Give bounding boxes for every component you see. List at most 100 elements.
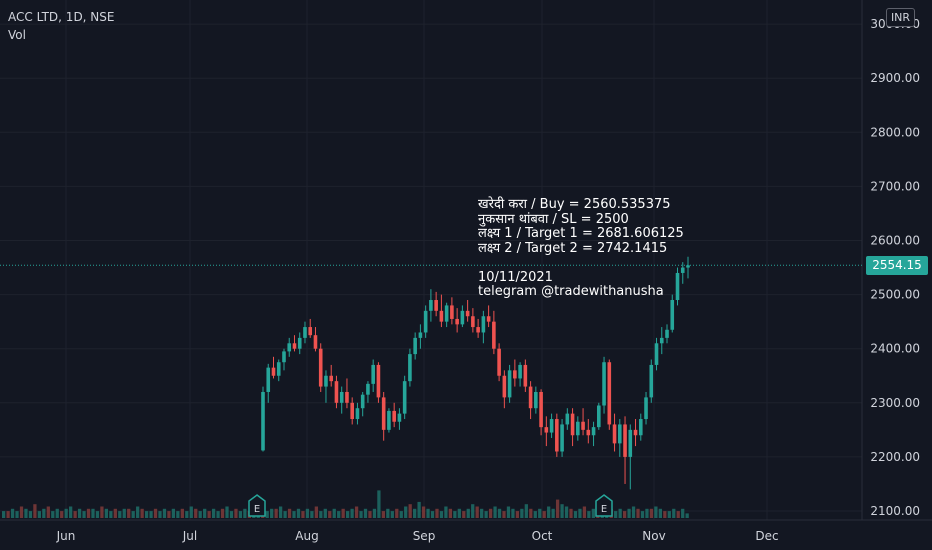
volume-bar: [109, 511, 113, 518]
volume-bar: [220, 508, 225, 518]
volume-bar: [73, 511, 77, 518]
candle-body: [371, 364, 375, 384]
volume-bar: [6, 511, 10, 518]
candle-body: [576, 421, 580, 436]
volume-bar: [542, 511, 546, 518]
volume-bar: [216, 511, 220, 518]
volume-bar: [69, 506, 73, 518]
annotation-line-sl: नुकसान थांबवा / SL = 2500: [478, 211, 629, 227]
volume-bar: [131, 511, 135, 518]
candle-body: [555, 419, 559, 452]
volume-bar: [524, 504, 528, 518]
currency-badge[interactable]: INR: [886, 8, 915, 27]
volume-bar: [435, 508, 439, 518]
candle-body: [476, 327, 480, 333]
volume-bar: [234, 508, 238, 518]
volume-bar: [529, 508, 533, 518]
volume-bar: [319, 511, 323, 518]
volume-bar: [466, 508, 470, 518]
volume-bar: [645, 508, 649, 518]
volume-bar: [28, 511, 33, 518]
candle-body: [329, 375, 334, 382]
volume-bar: [207, 511, 211, 518]
trade-annotation: खरेदी करा / Buy = 2560.535375 नुकसान थां…: [478, 197, 684, 300]
candle-body: [644, 397, 648, 420]
candle-body: [534, 391, 538, 409]
volume-bar: [475, 506, 479, 518]
volume-bar: [270, 508, 274, 518]
candle-body: [665, 329, 669, 338]
candle-body: [654, 343, 659, 365]
volume-bar: [386, 508, 390, 518]
candle-body: [507, 370, 512, 398]
volume-bar: [287, 508, 292, 518]
candle-body: [266, 367, 271, 392]
volume-bar: [274, 508, 278, 518]
candle-body: [366, 383, 370, 395]
volume-bar: [127, 508, 131, 518]
volume-bar: [560, 504, 564, 518]
candle-body: [429, 300, 433, 311]
volume-bar: [573, 511, 578, 518]
volume-bar: [591, 508, 595, 518]
volume-bar: [631, 506, 636, 518]
candle-body: [523, 364, 528, 387]
volume-bar: [185, 511, 189, 518]
volume-indicator-label[interactable]: Vol: [8, 28, 26, 42]
volume-bar: [676, 511, 680, 518]
volume-bar: [520, 508, 524, 518]
volume-bar: [359, 511, 363, 518]
volume-bar: [551, 508, 555, 518]
volume-bar: [681, 508, 685, 518]
volume-bar: [37, 511, 42, 518]
candle-body: [675, 272, 680, 301]
volume-bar: [211, 508, 216, 518]
candle-body: [581, 421, 585, 430]
candle-body: [434, 300, 438, 311]
volume-bar: [314, 506, 318, 518]
candle-body: [387, 410, 391, 430]
symbol-title[interactable]: ACC LTD, 1D, NSE: [8, 10, 115, 24]
volume-bar: [488, 508, 493, 518]
candle-body: [686, 265, 690, 268]
volume-bar: [636, 508, 640, 518]
candle-body: [271, 367, 276, 376]
volume-bar: [578, 508, 582, 518]
volume-bar: [122, 508, 126, 518]
volume-bar: [86, 508, 91, 518]
x-tick-label: Nov: [642, 529, 665, 543]
volume-bar: [654, 506, 658, 518]
annotation-line-buy: खरेदी करा / Buy = 2560.535375: [478, 197, 671, 212]
volume-bar: [167, 511, 171, 518]
candle-body: [297, 337, 302, 349]
volume-bar: [136, 506, 140, 518]
annotation-line-target1: लक्ष्य 1 / Target 1 = 2681.606125: [478, 226, 684, 241]
volume-bar: [430, 511, 435, 518]
volume-bar: [55, 508, 59, 518]
y-tick-label: 2200.00: [870, 450, 920, 464]
volume-bar: [278, 506, 283, 518]
earnings-marker-icon: [595, 494, 613, 517]
volume-bar: [627, 508, 631, 518]
volume-bar: [511, 508, 515, 518]
candle-body: [350, 402, 354, 420]
volume-bar: [64, 508, 68, 518]
candle-body: [670, 300, 675, 330]
candle-body: [376, 364, 381, 398]
volume-bar: [417, 501, 421, 518]
volume-bar: [2, 511, 6, 518]
volume-bar: [614, 511, 618, 518]
volume-bar: [582, 506, 587, 518]
volume-bar: [564, 506, 569, 518]
volume-bar: [346, 511, 350, 518]
candle-body: [276, 362, 281, 376]
volume-bar: [426, 508, 430, 518]
candle-body: [465, 310, 470, 317]
volume-bar: [457, 508, 461, 518]
volume-bar: [462, 511, 466, 518]
candle-body: [471, 316, 475, 328]
candle-body: [502, 375, 507, 398]
y-tick-label: 2100.00: [870, 504, 920, 518]
volume-bar: [350, 508, 354, 518]
